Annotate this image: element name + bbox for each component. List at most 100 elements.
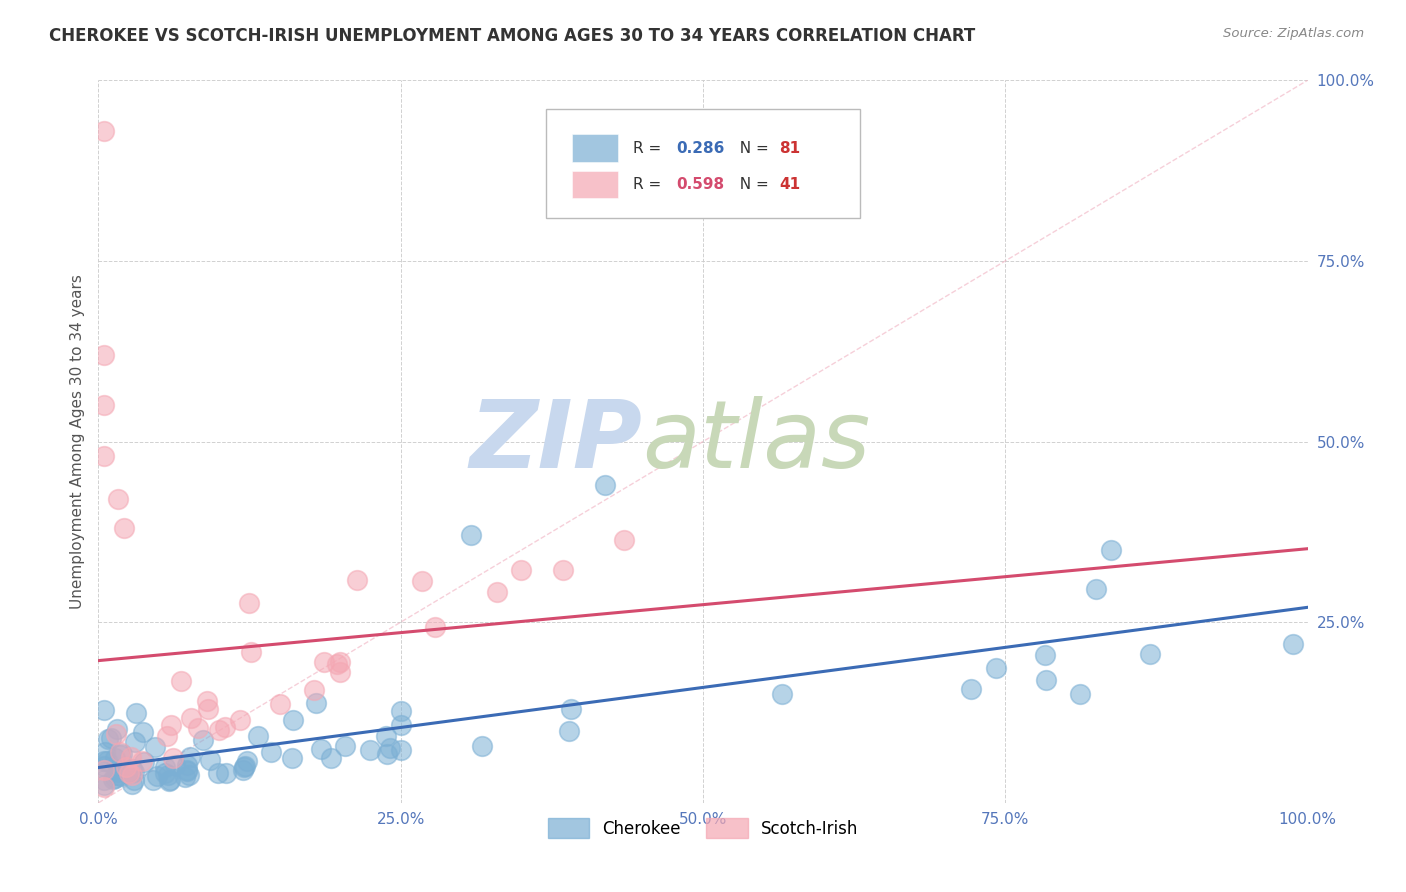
Scotch-Irish (108, 745, 131, 759)
Cherokee (107, 764, 129, 779)
Cherokee (93, 778, 115, 792)
Text: 0.286: 0.286 (676, 141, 724, 156)
Cherokee (108, 769, 131, 783)
Cherokee (104, 771, 127, 785)
Scotch-Irish (240, 645, 263, 659)
Scotch-Irish (170, 673, 193, 688)
Scotch-Irish (112, 521, 135, 535)
Cherokee (117, 766, 139, 780)
Cherokee (232, 760, 254, 774)
Scotch-Irish (162, 751, 184, 765)
Cherokee (207, 765, 229, 780)
Scotch-Irish (93, 124, 115, 138)
Cherokee (142, 772, 165, 787)
Cherokee (93, 773, 115, 788)
Cherokee (305, 696, 328, 710)
Cherokee (460, 528, 482, 542)
Cherokee (281, 750, 304, 764)
Scotch-Irish (93, 398, 115, 412)
Cherokee (233, 758, 256, 772)
Legend: Cherokee, Scotch-Irish: Cherokee, Scotch-Irish (541, 812, 865, 845)
Cherokee (1035, 673, 1057, 688)
Cherokee (1099, 542, 1122, 557)
Text: R =: R = (633, 177, 666, 192)
Cherokee (359, 743, 381, 757)
Scotch-Irish (228, 713, 250, 727)
Text: Source: ZipAtlas.com: Source: ZipAtlas.com (1223, 27, 1364, 40)
Cherokee (309, 742, 332, 756)
Cherokee (281, 713, 304, 727)
Scotch-Irish (329, 665, 352, 679)
Cherokee (155, 759, 177, 773)
Cherokee (378, 741, 401, 756)
Cherokee (260, 745, 283, 759)
Scotch-Irish (411, 574, 433, 589)
Scotch-Irish (187, 721, 209, 735)
Scotch-Irish (105, 727, 128, 741)
Scotch-Irish (329, 655, 352, 669)
Scotch-Irish (120, 749, 142, 764)
Text: R =: R = (633, 141, 666, 156)
Cherokee (93, 703, 115, 717)
Cherokee (232, 763, 254, 777)
Cherokee (389, 718, 412, 732)
Cherokee (176, 764, 198, 778)
Scotch-Irish (304, 683, 326, 698)
Cherokee (193, 733, 215, 747)
Cherokee (319, 751, 342, 765)
Cherokee (560, 702, 582, 716)
Text: 81: 81 (779, 141, 800, 156)
Text: 41: 41 (779, 177, 800, 192)
Scotch-Irish (121, 767, 143, 781)
Cherokee (157, 768, 180, 782)
Cherokee (93, 754, 115, 768)
Cherokee (557, 723, 579, 738)
Cherokee (107, 767, 129, 781)
Scotch-Irish (553, 563, 575, 577)
Cherokee (174, 770, 197, 784)
Scotch-Irish (93, 780, 115, 794)
Cherokee (163, 757, 186, 772)
Scotch-Irish (93, 763, 115, 777)
FancyBboxPatch shape (546, 109, 860, 218)
Scotch-Irish (312, 655, 335, 669)
Cherokee (1084, 582, 1107, 596)
Cherokee (1033, 648, 1056, 663)
Cherokee (110, 747, 132, 761)
Cherokee (333, 739, 356, 753)
Cherokee (595, 478, 617, 492)
FancyBboxPatch shape (572, 170, 619, 198)
Scotch-Irish (208, 723, 231, 737)
Cherokee (159, 772, 181, 787)
Cherokee (121, 763, 143, 777)
Cherokee (471, 739, 494, 754)
Cherokee (179, 749, 201, 764)
Scotch-Irish (155, 729, 177, 743)
Scotch-Irish (613, 533, 636, 548)
Cherokee (97, 731, 120, 746)
Cherokee (93, 758, 115, 772)
Cherokee (101, 772, 124, 786)
Cherokee (389, 704, 412, 718)
Text: CHEROKEE VS SCOTCH-IRISH UNEMPLOYMENT AMONG AGES 30 TO 34 YEARS CORRELATION CHAR: CHEROKEE VS SCOTCH-IRISH UNEMPLOYMENT AM… (49, 27, 976, 45)
Scotch-Irish (159, 718, 181, 732)
Cherokee (159, 773, 181, 788)
Scotch-Irish (107, 492, 129, 507)
Scotch-Irish (238, 595, 260, 609)
Cherokee (143, 739, 166, 754)
Text: atlas: atlas (643, 396, 870, 487)
Scotch-Irish (325, 657, 347, 672)
Cherokee (1069, 687, 1091, 701)
Cherokee (153, 766, 176, 780)
Scotch-Irish (423, 620, 446, 634)
Scotch-Irish (180, 711, 202, 725)
Scotch-Irish (269, 698, 291, 712)
Scotch-Irish (214, 720, 236, 734)
Cherokee (1139, 647, 1161, 661)
Cherokee (104, 751, 127, 765)
Cherokee (770, 687, 793, 701)
Cherokee (94, 745, 117, 759)
Cherokee (986, 660, 1008, 674)
Cherokee (121, 777, 143, 791)
Text: N =: N = (730, 177, 773, 192)
